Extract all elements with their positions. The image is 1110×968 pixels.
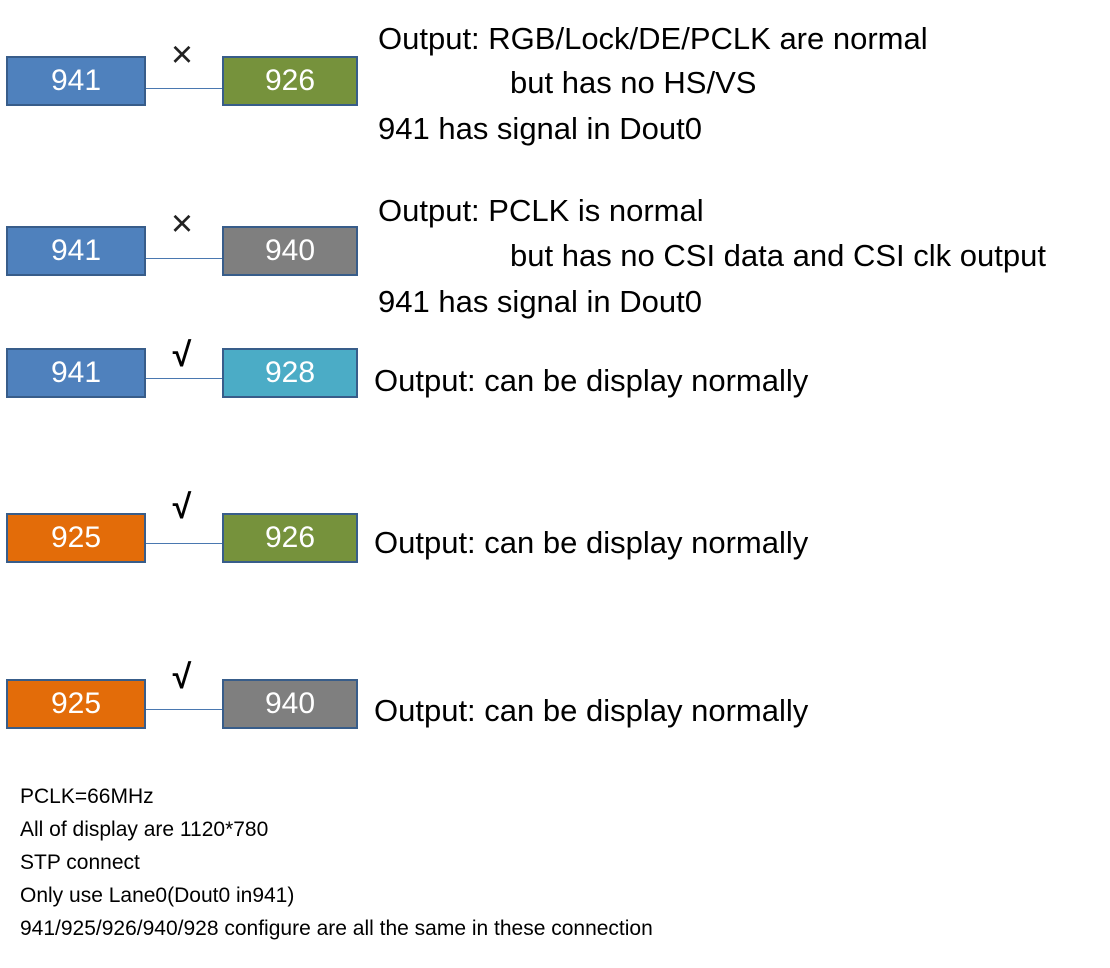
chip-941: 941 [6, 226, 146, 276]
chip-925: 925 [6, 679, 146, 729]
chip-940: 940 [222, 226, 358, 276]
chip-928: 928 [222, 348, 358, 398]
cross-icon: × [170, 203, 194, 245]
cross-icon: × [170, 34, 194, 76]
chip-940: 940 [222, 679, 358, 729]
chip-925: 925 [6, 513, 146, 563]
note-line: 941/925/926/940/928 configure are all th… [20, 917, 653, 940]
note-line: All of display are 1120*780 [20, 818, 269, 841]
connection-line [146, 88, 222, 89]
chip-941: 941 [6, 348, 146, 398]
result-line-2: but has no CSI data and CSI clk output [510, 238, 1046, 273]
check-icon: √ [172, 658, 192, 696]
note-line: PCLK=66MHz [20, 785, 154, 808]
connection-line [146, 258, 222, 259]
chip-941: 941 [6, 56, 146, 106]
connection-line [146, 378, 222, 379]
result-line-1: Output: can be display normally [374, 693, 809, 728]
result-line-2: but has no HS/VS [510, 65, 757, 100]
check-icon: √ [172, 488, 192, 526]
notes-block: PCLK=66MHz All of display are 1120*780 S… [20, 780, 653, 945]
chip-926: 926 [222, 513, 358, 563]
result-line-1: Output: can be display normally [374, 525, 809, 560]
result-line-1: Output: can be display normally [374, 363, 809, 398]
result-line-3: 941 has signal in Dout0 [378, 111, 703, 146]
connection-line [146, 709, 222, 710]
connection-line [146, 543, 222, 544]
result-line-1: Output: RGB/Lock/DE/PCLK are normal [378, 21, 928, 56]
note-line: Only use Lane0(Dout0 in941) [20, 884, 295, 907]
chip-926: 926 [222, 56, 358, 106]
check-icon: √ [172, 336, 192, 374]
result-line-1: Output: PCLK is normal [378, 193, 704, 228]
result-line-3: 941 has signal in Dout0 [378, 284, 703, 319]
note-line: STP connect [20, 851, 140, 874]
